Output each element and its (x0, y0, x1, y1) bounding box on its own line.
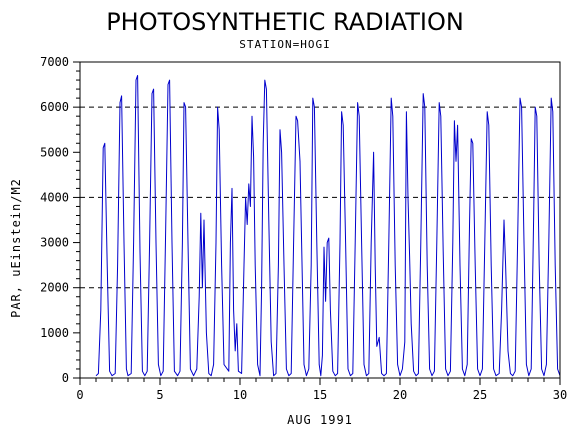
y-axis: 0 1000 2000 3000 4000 5000 6000 7000 (40, 55, 80, 385)
chart-subtitle: STATION=HOGI (239, 38, 330, 51)
reference-lines (80, 106, 560, 289)
y-tick-label: 4000 (40, 190, 69, 204)
x-axis-label: AUG 1991 (287, 413, 353, 427)
y-axis-label: PAR, uEinstein/M2 (9, 178, 23, 318)
x-tick-label: 0 (76, 388, 83, 402)
x-tick-label: 20 (393, 388, 407, 402)
y-tick-label: 1000 (40, 326, 69, 340)
x-tick-label: 15 (313, 388, 327, 402)
x-tick-label: 30 (553, 388, 567, 402)
x-tick-label: 25 (473, 388, 487, 402)
y-tick-label: 6000 (40, 100, 69, 114)
chart-title: PHOTOSYNTHETIC RADIATION (106, 8, 464, 36)
x-axis: 0 5 10 15 20 25 30 (76, 378, 567, 402)
y-tick-label: 5000 (40, 145, 69, 159)
y-tick-label: 3000 (40, 236, 69, 250)
y-tick-label: 0 (62, 371, 69, 385)
x-tick-label: 5 (156, 388, 163, 402)
x-tick-label: 10 (233, 388, 247, 402)
y-tick-label: 2000 (40, 281, 69, 295)
y-tick-label: 7000 (40, 55, 69, 69)
series-layer (95, 75, 561, 377)
series-line (95, 75, 561, 377)
